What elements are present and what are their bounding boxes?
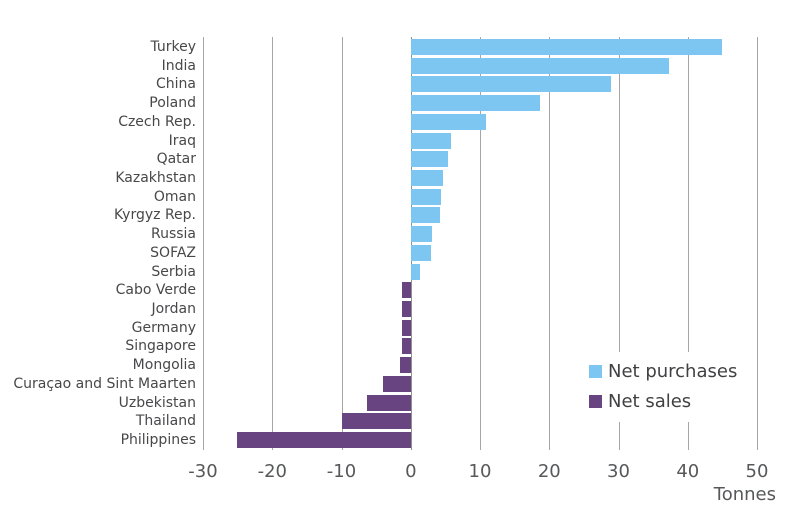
bar-poland <box>410 95 541 112</box>
category-label-cura-ao-and-sint-maarten: Curaçao and Sint Maarten <box>13 375 196 392</box>
x-axis-unit-label: Tonnes <box>713 484 776 505</box>
category-label-mongolia: Mongolia <box>132 357 196 374</box>
category-label-russia: Russia <box>150 226 196 243</box>
category-label-oman: Oman <box>153 188 196 205</box>
category-label-kyrgyz-rep-: Kyrgyz Rep. <box>114 207 196 224</box>
x-tick-label--30: -30 <box>188 461 218 482</box>
category-label-turkey: Turkey <box>150 39 196 55</box>
legend: Net purchases Net sales <box>581 352 737 422</box>
bar-iraq <box>410 132 451 149</box>
x-tick-label--20: -20 <box>257 461 287 482</box>
bar-uzbekistan <box>367 394 411 411</box>
bar-cabo-verde <box>402 282 411 299</box>
bar-qatar <box>410 151 449 168</box>
bar-singapore <box>401 338 411 355</box>
bar-thailand <box>342 413 411 430</box>
gridline--10 <box>341 37 343 450</box>
bar-mongolia <box>400 357 411 374</box>
category-label-cabo-verde: Cabo Verde <box>115 282 196 299</box>
category-label-philippines: Philippines <box>120 431 196 448</box>
legend-item-net-purchases: Net purchases <box>589 361 737 382</box>
x-tick-label-0: 0 <box>405 461 417 482</box>
category-label-germany: Germany <box>131 319 196 336</box>
bar-cura-ao-and-sint-maarten <box>383 375 411 392</box>
category-label-iraq: Iraq <box>168 132 196 149</box>
category-label-czech-rep-: Czech Rep. <box>118 113 196 130</box>
gridline-30 <box>618 37 620 450</box>
bar-china <box>410 76 611 93</box>
category-label-poland: Poland <box>149 95 196 112</box>
bar-germany <box>401 319 411 336</box>
category-label-qatar: Qatar <box>156 151 196 168</box>
bar-jordan <box>401 300 411 317</box>
category-label-thailand: Thailand <box>135 413 196 430</box>
bar-czech-rep- <box>410 113 486 130</box>
x-tick-label-30: 30 <box>607 461 630 482</box>
category-label-kazakhstan: Kazakhstan <box>115 170 196 186</box>
bar-philippines <box>236 431 411 448</box>
bar-kyrgyz-rep- <box>410 207 440 224</box>
gridline--30 <box>203 37 204 450</box>
category-label-jordan: Jordan <box>151 300 196 317</box>
bar-russia <box>410 226 433 243</box>
gridline-50 <box>757 37 758 450</box>
gridline--20 <box>272 37 274 450</box>
net-sales-legend-label: Net sales <box>608 391 692 412</box>
x-tick-label-20: 20 <box>537 461 561 482</box>
bar-sofaz <box>410 244 431 261</box>
category-label-singapore: Singapore <box>125 338 196 355</box>
bar-kazakhstan <box>410 170 443 186</box>
gridline-40 <box>687 37 689 450</box>
category-label-serbia: Serbia <box>151 263 196 280</box>
bar-serbia <box>410 263 420 280</box>
legend-item-net-sales: Net sales <box>589 391 737 412</box>
bar-oman <box>410 188 442 205</box>
net-sales-swatch-icon <box>589 395 602 408</box>
category-label-india: India <box>161 57 196 74</box>
x-tick-label-10: 10 <box>468 461 492 482</box>
x-tick-label-40: 40 <box>676 461 700 482</box>
x-tick-label-50: 50 <box>745 461 769 482</box>
gridline-0 <box>410 37 412 450</box>
category-label-sofaz: SOFAZ <box>150 244 196 261</box>
gridline-20 <box>549 37 551 450</box>
x-tick-label--10: -10 <box>326 461 357 482</box>
bar-india <box>410 57 670 74</box>
bar-turkey <box>410 39 723 55</box>
net-purchases-legend-label: Net purchases <box>608 361 738 382</box>
category-label-uzbekistan: Uzbekistan <box>118 394 196 411</box>
gridline-10 <box>480 37 481 450</box>
net-purchases-swatch-icon <box>589 365 602 378</box>
category-label-china: China <box>156 76 196 93</box>
